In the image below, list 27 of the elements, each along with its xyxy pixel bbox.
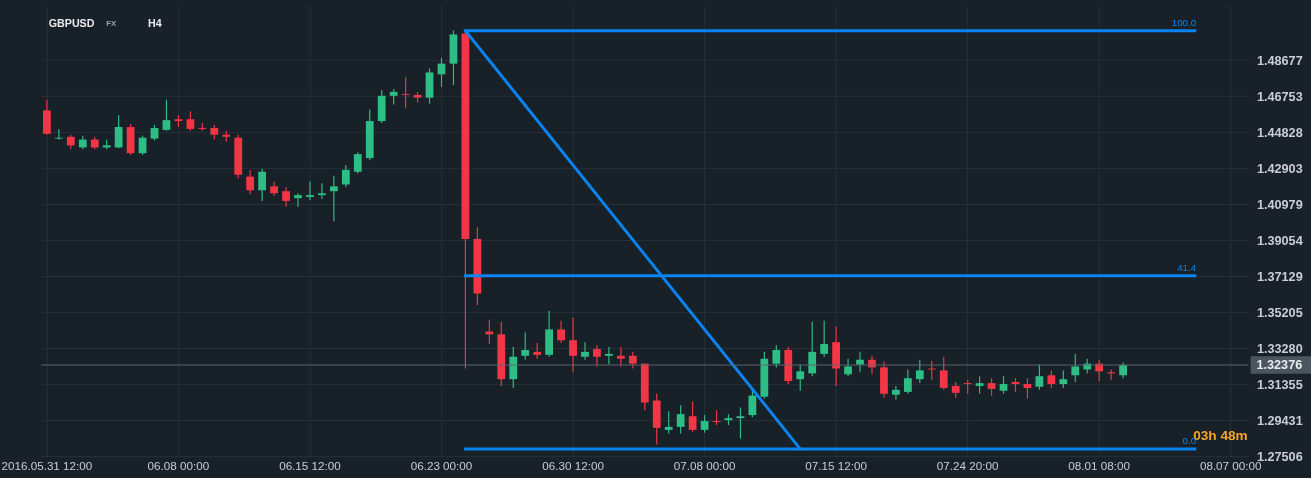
y-tick-label: 1.44828 (1256, 125, 1303, 140)
y-tick-label: 1.37129 (1256, 269, 1303, 284)
y-tick-label: 1.31355 (1256, 377, 1303, 392)
x-tick-label: 07.15 12:00 (805, 459, 868, 473)
annotation: 41.4 (1177, 261, 1197, 273)
x-tick-label: 07.08 00:00 (673, 459, 736, 473)
annotation: H4 (148, 16, 162, 29)
x-tick-label: 08.01 08:00 (1068, 459, 1131, 473)
y-tick-label: 1.29431 (1256, 413, 1303, 428)
annotation: FX (106, 18, 117, 28)
y-tick-label: 1.33280 (1256, 341, 1303, 356)
y-tick-label: 1.39054 (1256, 233, 1303, 248)
y-tick-label: 1.40979 (1256, 197, 1303, 212)
x-tick-label: 06.15 12:00 (279, 459, 342, 473)
x-tick-label: 2016.05.31 12:00 (1, 459, 93, 473)
y-tick-label: 1.42903 (1256, 161, 1303, 176)
y-tick-label: 1.46753 (1256, 89, 1303, 104)
y-tick-label: 1.48677 (1256, 53, 1303, 68)
x-tick-label: 06.08 00:00 (147, 459, 210, 473)
text: GBPUSD (48, 16, 95, 29)
x-tick-label: 08.07 00:00 (1199, 459, 1263, 473)
x-tick-label: 07.24 20:00 (936, 459, 999, 473)
y-tick-label: 1.35205 (1256, 305, 1303, 320)
x-tick-label: 06.30 12:00 (542, 459, 605, 473)
ref-line-label: 1.32376 (1256, 357, 1303, 372)
annotation: 100.0 (1171, 16, 1197, 28)
x-tick-label: 06.23 00:00 (410, 459, 473, 473)
